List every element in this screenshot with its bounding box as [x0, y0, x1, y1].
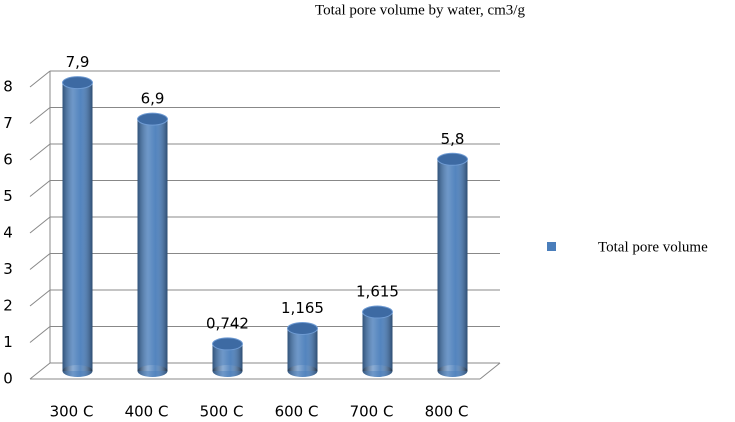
data-label: 6,9 — [141, 90, 165, 108]
x-tick-label: 800 C — [425, 403, 469, 421]
legend-label: Total pore volume — [598, 239, 708, 255]
y-tick-label: 2 — [3, 297, 13, 315]
bar-shade — [362, 312, 393, 371]
y-tick-label: 6 — [3, 151, 13, 169]
tick-mark — [29, 180, 51, 197]
axis-line — [479, 362, 501, 380]
y-tick-label: 8 — [3, 78, 13, 96]
bar-top — [137, 112, 168, 126]
data-label: 1,615 — [356, 283, 399, 301]
bar-shade — [362, 365, 393, 377]
data-label: 5,8 — [441, 130, 465, 148]
x-tick-label: 600 C — [275, 403, 319, 421]
y-tick-label: 4 — [3, 224, 13, 242]
x-tick-label: 500 C — [200, 403, 244, 421]
data-label: 7,9 — [66, 53, 90, 71]
tick-mark — [29, 107, 51, 124]
y-tick-label: 7 — [3, 114, 13, 132]
x-tick-label: 400 C — [125, 403, 169, 421]
bar-top — [62, 76, 93, 90]
bar-shade — [287, 328, 318, 371]
bar-top — [212, 337, 243, 351]
data-label: 0,742 — [206, 314, 249, 332]
bar-shade — [137, 365, 168, 377]
x-tick-label: 700 C — [350, 403, 394, 421]
bar-shade — [212, 365, 243, 377]
y-tick-label: 0 — [3, 370, 13, 388]
tick-mark — [29, 289, 51, 307]
bar-top — [437, 152, 468, 166]
tick-mark — [29, 362, 51, 380]
bar-shade — [437, 365, 468, 377]
y-tick-label: 3 — [3, 260, 13, 278]
bar-shade — [62, 365, 93, 377]
y-tick-label: 1 — [3, 333, 13, 351]
y-tick-label: 5 — [3, 187, 13, 205]
bar-shade — [287, 365, 318, 377]
bar-shade — [437, 159, 468, 371]
chart-title: Total pore volume by water, cm3/g — [315, 2, 525, 18]
tick-mark — [29, 143, 51, 161]
tick-mark — [29, 253, 51, 270]
tick-mark — [29, 326, 51, 343]
data-label: 1,165 — [281, 299, 324, 317]
bar-shade — [62, 82, 93, 372]
legend-swatch — [547, 242, 556, 251]
tick-mark — [29, 70, 51, 88]
bar-shade — [137, 119, 168, 372]
tick-mark — [29, 216, 51, 234]
bar-top — [287, 321, 318, 335]
bar-top — [362, 305, 393, 319]
x-tick-label: 300 C — [50, 403, 94, 421]
